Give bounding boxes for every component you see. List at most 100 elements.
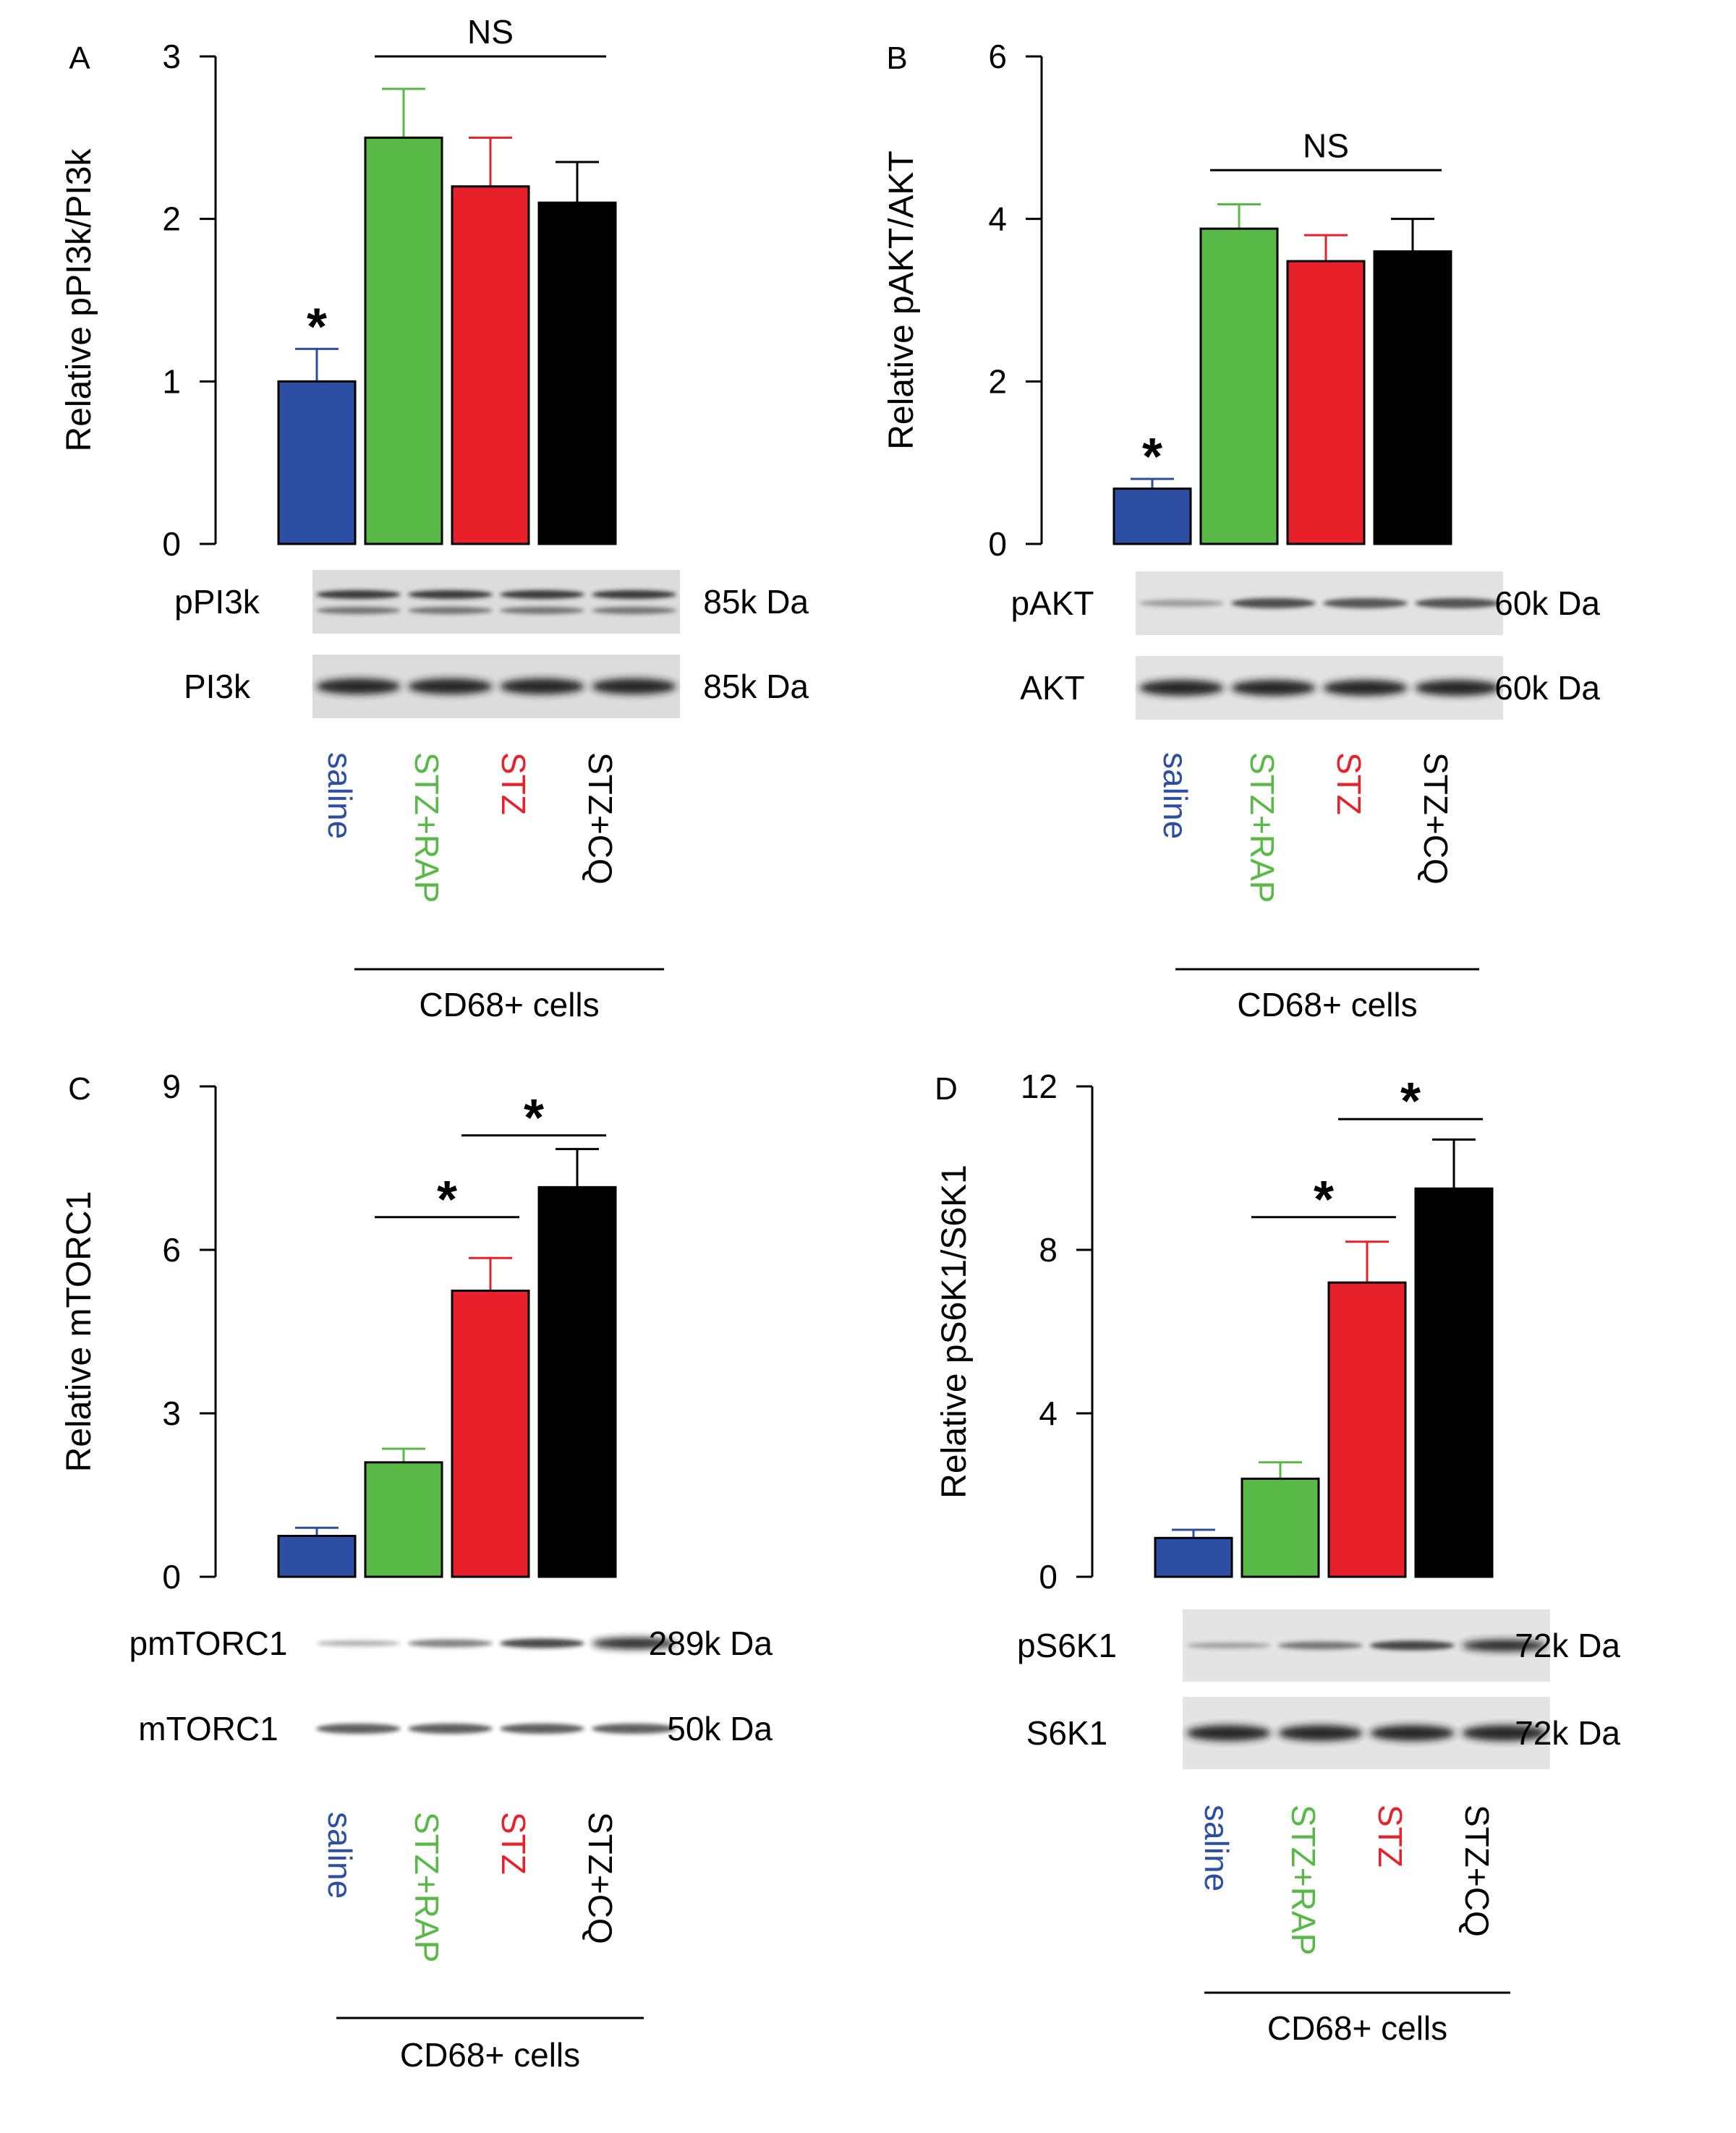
category-label: saline bbox=[1157, 752, 1194, 839]
panel-label: D bbox=[935, 1071, 958, 1107]
blot-band bbox=[1278, 1641, 1363, 1650]
blot-label: mTORC1 bbox=[138, 1710, 278, 1747]
category-label: STZ+RAP bbox=[408, 752, 446, 903]
blot-band bbox=[500, 678, 584, 694]
blot-strip bbox=[312, 1697, 680, 1761]
group-label: CD68+ cells bbox=[1237, 986, 1417, 1023]
blot-band bbox=[408, 678, 493, 694]
chart-panel-b: B 0 2 4 6 Relative pAKT/AKT * NS pAKT 60k Da AKT 60… bbox=[882, 38, 1600, 1023]
blot-label: PI3k bbox=[184, 668, 251, 705]
blot-band bbox=[1415, 680, 1499, 696]
group-label: CD68+ cells bbox=[400, 2036, 580, 2074]
significance-star: * bbox=[1314, 1171, 1334, 1229]
blot-band bbox=[592, 590, 676, 599]
category-label: STZ bbox=[1371, 1805, 1409, 1868]
blot-strip bbox=[1183, 1609, 1550, 1682]
blot-band bbox=[500, 590, 584, 599]
category-label: STZ+CQ bbox=[582, 1812, 619, 1944]
y-axis-label: Relative pPI3k/PI3k bbox=[60, 148, 98, 452]
y-axis-label: Relative pS6K1/S6K1 bbox=[935, 1165, 974, 1499]
blot-label: pmTORC1 bbox=[129, 1625, 288, 1662]
y-tick-label: 0 bbox=[162, 525, 181, 563]
blot-band bbox=[408, 607, 493, 614]
category-label: saline bbox=[1198, 1805, 1235, 1891]
significance-star: * bbox=[1400, 1073, 1421, 1131]
blot-label: AKT bbox=[1020, 669, 1084, 707]
blot-label: pAKT bbox=[1010, 584, 1094, 622]
blot-label: S6K1 bbox=[1026, 1714, 1108, 1752]
y-tick-label: 3 bbox=[162, 1395, 181, 1432]
blot-band bbox=[408, 1639, 493, 1648]
blot-size-label: 72k Da bbox=[1515, 1627, 1620, 1664]
bar bbox=[1241, 1477, 1320, 1578]
blot-band bbox=[408, 590, 493, 599]
category-label: saline bbox=[321, 752, 359, 839]
bar bbox=[451, 1290, 530, 1578]
bar bbox=[537, 1185, 617, 1578]
blot-band bbox=[1415, 598, 1499, 608]
y-tick-label: 4 bbox=[988, 200, 1007, 238]
blot-size-label: 60k Da bbox=[1494, 584, 1600, 622]
blot-label: pPI3k bbox=[174, 583, 260, 621]
y-tick-label: 8 bbox=[1039, 1231, 1058, 1269]
category-label: STZ+RAP bbox=[408, 1812, 446, 1962]
category-label: STZ+CQ bbox=[1458, 1805, 1496, 1937]
blot-band bbox=[500, 1724, 584, 1734]
panel-label: B bbox=[886, 41, 907, 76]
blot-band bbox=[316, 1724, 401, 1734]
blot-size-label: 50k Da bbox=[667, 1710, 773, 1747]
blot-band bbox=[500, 1638, 584, 1648]
category-label: STZ bbox=[495, 1812, 532, 1875]
bar bbox=[364, 136, 443, 545]
blot-band bbox=[1323, 680, 1408, 696]
blot-band bbox=[1186, 1725, 1271, 1741]
chart-panel-c: C 0 3 6 9 Relative mTORC1 * * pmTORC1 289k Da mTOR… bbox=[60, 1068, 773, 2074]
blot-band bbox=[316, 607, 401, 614]
y-tick-label: 6 bbox=[162, 1231, 181, 1269]
blot-size-label: 289k Da bbox=[649, 1625, 773, 1662]
blot-strip bbox=[312, 1612, 680, 1675]
significance-star: * bbox=[307, 298, 327, 356]
bar bbox=[277, 380, 357, 545]
blot-band bbox=[1186, 1643, 1271, 1648]
blot-band bbox=[592, 1724, 676, 1734]
panel-label: A bbox=[69, 41, 90, 76]
bar bbox=[1154, 1536, 1233, 1578]
blot-band bbox=[1370, 1725, 1455, 1741]
y-tick-label: 0 bbox=[1039, 1558, 1058, 1596]
blot-band bbox=[408, 1724, 493, 1734]
category-label: STZ+RAP bbox=[1243, 752, 1281, 903]
significance-star: * bbox=[524, 1089, 544, 1147]
bar bbox=[1327, 1281, 1407, 1578]
category-label: saline bbox=[321, 1812, 359, 1899]
bar bbox=[1112, 488, 1192, 545]
blot-band bbox=[1462, 1640, 1546, 1651]
blot-band bbox=[592, 678, 676, 694]
blot-band bbox=[316, 1640, 401, 1646]
y-tick-label: 9 bbox=[162, 1068, 181, 1105]
panel-label: C bbox=[68, 1071, 91, 1107]
y-tick-label: 3 bbox=[162, 38, 181, 75]
category-label: STZ bbox=[495, 752, 532, 815]
y-axis-label: Relative mTORC1 bbox=[60, 1191, 98, 1473]
ns-label: NS bbox=[1303, 127, 1349, 164]
category-label: STZ+RAP bbox=[1285, 1805, 1322, 1955]
blot-background bbox=[312, 570, 680, 634]
blot-band bbox=[500, 607, 584, 614]
bar bbox=[451, 185, 530, 545]
blot-size-label: 60k Da bbox=[1494, 669, 1600, 707]
ns-label: NS bbox=[467, 13, 514, 51]
blot-strip bbox=[312, 655, 680, 718]
blot-size-label: 72k Da bbox=[1515, 1714, 1620, 1752]
y-tick-label: 2 bbox=[988, 362, 1007, 400]
blot-band bbox=[1139, 680, 1224, 696]
category-label: STZ+CQ bbox=[1417, 752, 1455, 885]
y-tick-label: 4 bbox=[1039, 1395, 1058, 1432]
blot-band bbox=[1323, 598, 1408, 608]
blot-band bbox=[592, 607, 676, 614]
blot-band bbox=[1139, 600, 1224, 607]
blot-strip bbox=[1136, 571, 1503, 635]
blot-band bbox=[1462, 1725, 1546, 1741]
blot-band bbox=[1278, 1725, 1363, 1741]
